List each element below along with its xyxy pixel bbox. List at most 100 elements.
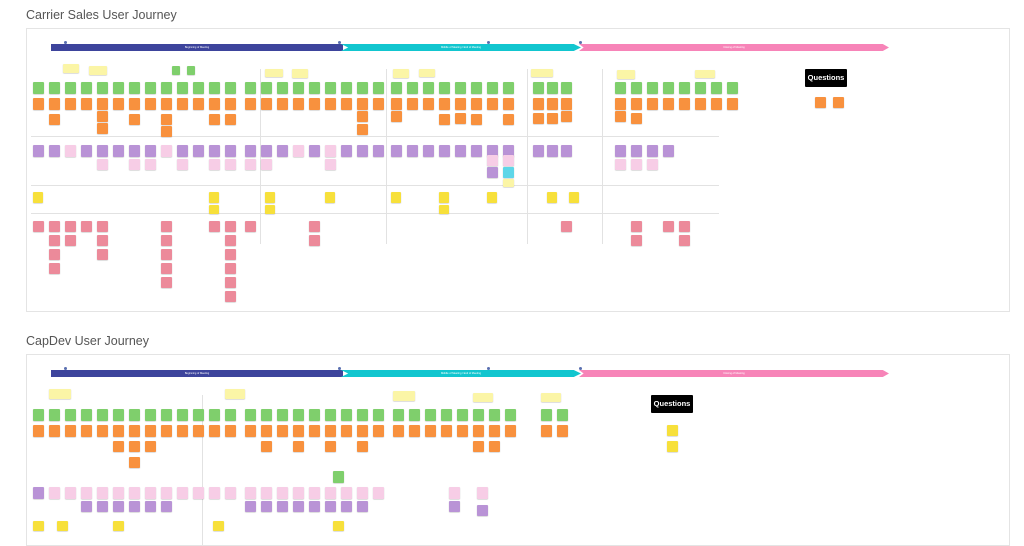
questions-box[interactable]: Questions [651, 395, 693, 413]
purple-note[interactable] [487, 145, 498, 157]
orange-note[interactable] [261, 98, 272, 110]
purple-note[interactable] [145, 145, 156, 157]
green-note[interactable] [423, 82, 434, 94]
pink-note[interactable] [261, 159, 272, 170]
red-note[interactable] [65, 235, 76, 246]
green-note[interactable] [81, 82, 92, 94]
orange-note[interactable] [357, 111, 368, 122]
purple-note[interactable] [631, 145, 642, 157]
green-note[interactable] [261, 409, 272, 421]
green-note[interactable] [277, 82, 288, 94]
green-note[interactable] [547, 82, 558, 94]
green-note[interactable] [245, 409, 256, 421]
yellow-sticky[interactable] [439, 205, 449, 214]
orange-note[interactable] [65, 98, 76, 110]
orange-note[interactable] [161, 425, 172, 437]
purple-note[interactable] [357, 501, 368, 512]
orange-note[interactable] [373, 425, 384, 437]
green-note[interactable] [209, 82, 220, 94]
orange-note[interactable] [113, 425, 124, 437]
green-note[interactable] [357, 409, 368, 421]
orange-note[interactable] [245, 98, 256, 110]
green-note[interactable] [541, 409, 552, 421]
orange-note[interactable] [177, 425, 188, 437]
pink-note[interactable] [503, 155, 514, 166]
purple-note[interactable] [161, 501, 172, 512]
orange-note[interactable] [547, 98, 558, 110]
green-note[interactable] [373, 409, 384, 421]
purple-note[interactable] [161, 145, 172, 157]
purple-note[interactable] [261, 145, 272, 157]
orange-note[interactable] [113, 98, 124, 110]
purple-note[interactable] [615, 145, 626, 157]
yellow-sticky[interactable] [547, 192, 557, 203]
green-note[interactable] [129, 409, 140, 421]
green-note[interactable] [373, 82, 384, 94]
orange-note[interactable] [129, 457, 140, 468]
green-note[interactable] [325, 409, 336, 421]
stage-header-note[interactable] [292, 69, 308, 78]
green-note[interactable] [81, 409, 92, 421]
orange-note[interactable] [409, 425, 420, 437]
orange-note[interactable] [129, 114, 140, 125]
red-note[interactable] [309, 235, 320, 246]
pink-note[interactable] [49, 487, 60, 499]
pink-note[interactable] [97, 159, 108, 170]
red-note[interactable] [679, 221, 690, 232]
orange-note[interactable] [407, 98, 418, 110]
green-note[interactable] [225, 82, 236, 94]
red-note[interactable] [97, 235, 108, 246]
purple-note[interactable] [533, 145, 544, 157]
orange-note[interactable] [97, 425, 108, 437]
orange-note[interactable] [161, 98, 172, 110]
orange-note[interactable] [341, 425, 352, 437]
stage-header-note[interactable] [225, 389, 245, 399]
orange-note[interactable] [679, 98, 690, 110]
orange-note[interactable] [631, 113, 642, 124]
pink-note[interactable] [261, 487, 272, 499]
green-note[interactable] [309, 82, 320, 94]
purple-note[interactable] [325, 501, 336, 512]
pink-note[interactable] [65, 487, 76, 499]
orange-note[interactable] [81, 98, 92, 110]
purple-note[interactable] [391, 145, 402, 157]
orange-note[interactable] [503, 114, 514, 125]
red-note[interactable] [65, 221, 76, 232]
green-note[interactable] [193, 82, 204, 94]
green-note[interactable] [663, 82, 674, 94]
yellow-sticky[interactable] [667, 441, 678, 452]
green-note[interactable] [615, 82, 626, 94]
orange-note[interactable] [471, 114, 482, 125]
green-note[interactable] [489, 409, 500, 421]
green-note[interactable] [407, 82, 418, 94]
pink-note[interactable] [225, 487, 236, 499]
red-note[interactable] [81, 221, 92, 232]
orange-note[interactable] [261, 441, 272, 452]
purple-note[interactable] [277, 145, 288, 157]
red-note[interactable] [631, 221, 642, 232]
pink-note[interactable] [615, 159, 626, 170]
orange-note[interactable] [533, 98, 544, 110]
purple-note[interactable] [455, 145, 466, 157]
stage-header-note[interactable] [617, 70, 635, 79]
red-note[interactable] [225, 235, 236, 246]
red-note[interactable] [245, 221, 256, 232]
red-note[interactable] [225, 277, 236, 288]
pink-note[interactable] [357, 487, 368, 499]
red-note[interactable] [161, 277, 172, 288]
orange-note[interactable] [113, 441, 124, 452]
green-note[interactable] [209, 409, 220, 421]
stage-header-note[interactable] [419, 69, 435, 77]
yellow-sticky[interactable] [569, 192, 579, 203]
purple-note[interactable] [439, 145, 450, 157]
orange-note[interactable] [815, 97, 826, 108]
orange-note[interactable] [309, 425, 320, 437]
stage-header-note[interactable] [473, 393, 493, 402]
yellow-sticky[interactable] [265, 205, 275, 214]
orange-note[interactable] [457, 425, 468, 437]
purple-note[interactable] [647, 145, 658, 157]
orange-note[interactable] [357, 441, 368, 452]
purple-note[interactable] [81, 501, 92, 512]
yellow-sticky[interactable] [391, 192, 401, 203]
stage-header-note[interactable] [172, 66, 180, 75]
